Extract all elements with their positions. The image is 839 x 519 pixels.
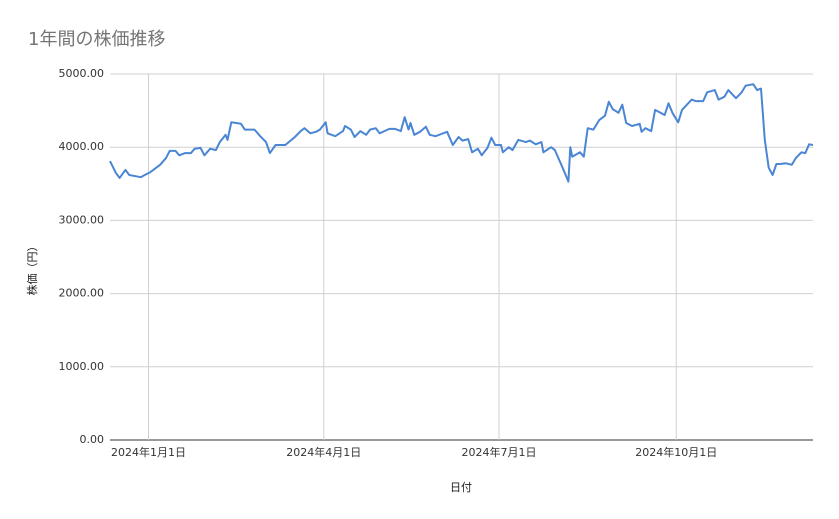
y-tick-label: 4000.00 [59, 140, 105, 153]
x-axis-title: 日付 [450, 481, 472, 494]
y-tick-label: 3000.00 [59, 213, 105, 226]
y-axis-title: 株価（円） [25, 241, 39, 296]
x-tick-label: 2024年10月1日 [635, 445, 717, 459]
y-tick-label: 5000.00 [59, 67, 105, 80]
x-tick-label: 2024年1月1日 [111, 445, 186, 459]
chart-title: 1年間の株価推移 [28, 29, 165, 50]
x-tick-label: 2024年7月1日 [462, 445, 537, 459]
x-tick-label: 2024年4月1日 [286, 445, 361, 459]
y-tick-label: 2000.00 [59, 287, 105, 300]
y-tick-label: 0.00 [80, 433, 105, 446]
line-series [109, 83, 814, 183]
y-tick-label: 1000.00 [59, 360, 105, 373]
